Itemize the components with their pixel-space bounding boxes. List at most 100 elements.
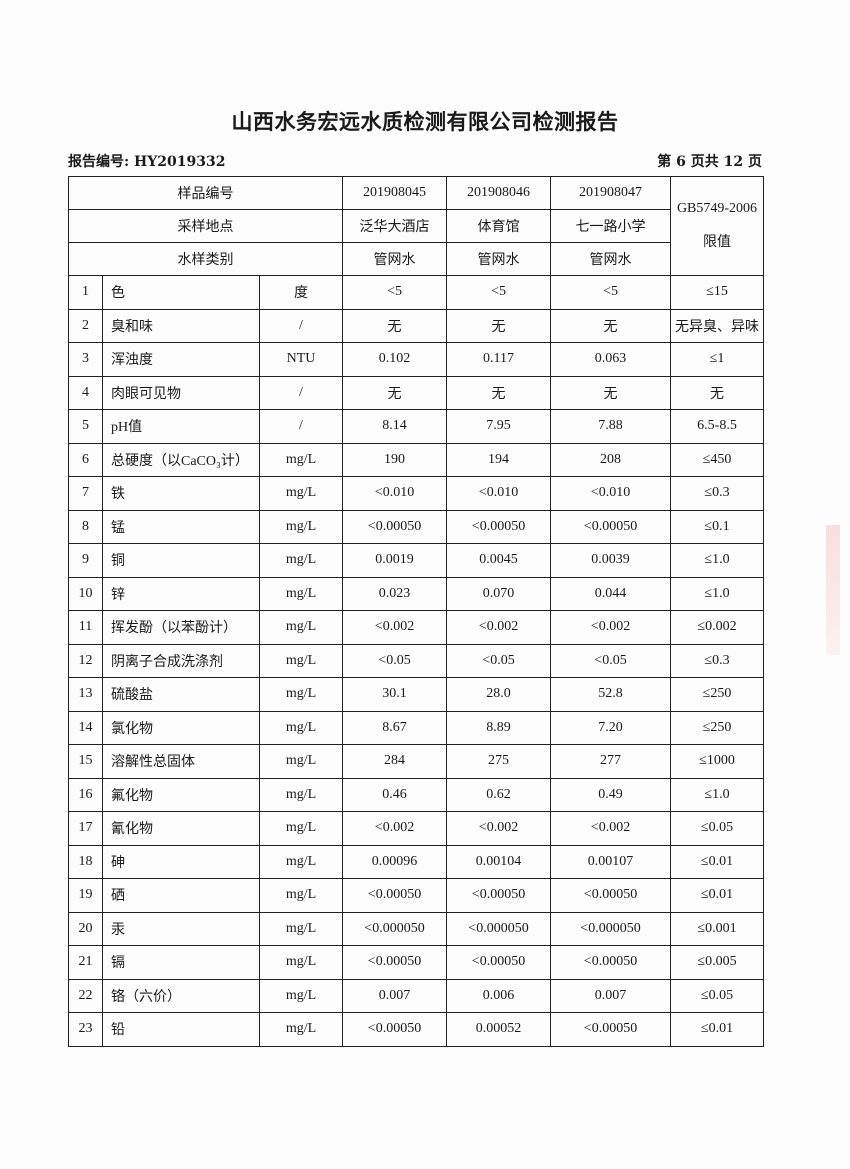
item-name: 硫酸盐 (102, 677, 260, 712)
table-row: 6 总硬度（以CaCO₃计） mg/L 190 194 208 ≤450 (68, 442, 764, 477)
table-row: 12 阴离子合成洗涤剂 mg/L <0.05 <0.05 <0.05 ≤0.3 (68, 643, 764, 678)
sample-value: 无 (446, 375, 551, 410)
limit-value: ≤0.01 (670, 844, 764, 879)
sample-id-label: 样品编号 (68, 176, 343, 210)
stamp-mark (826, 525, 840, 655)
limit-value: ≤1.0 (670, 777, 764, 812)
table-row: 3 浑浊度 NTU 0.102 0.117 0.063 ≤1 (68, 342, 764, 377)
table-row: 13 硫酸盐 mg/L 30.1 28.0 52.8 ≤250 (68, 677, 764, 712)
limit-value: ≤0.005 (670, 945, 764, 980)
item-name: 铜 (102, 543, 260, 578)
sample-value: 0.070 (446, 576, 551, 611)
table-row: 1 色度 <5 <5 <5 ≤15 (68, 275, 764, 310)
limit-value: ≤450 (670, 442, 764, 477)
sample-value: <0.00050 (342, 509, 447, 544)
unit: mg/L (259, 643, 343, 678)
table-row: 20 汞 mg/L <0.000050 <0.000050 <0.000050 ≤0.001 (68, 911, 764, 946)
table-row: 4 肉眼可见物 / 无无无无 (68, 375, 764, 410)
sample-value: 30.1 (342, 677, 447, 712)
item-name: 浑浊度 (102, 342, 260, 377)
item-name: 汞 (102, 911, 260, 946)
row-number: 20 (68, 911, 103, 946)
unit: mg/L (259, 576, 343, 611)
sample-value: <5 (342, 275, 447, 310)
sample-value: <0.002 (342, 811, 447, 846)
row-number: 7 (68, 476, 103, 511)
item-name: 溶解性总固体 (102, 744, 260, 779)
limit-value: ≤0.001 (670, 911, 764, 946)
sample-value: 0.0039 (550, 543, 671, 578)
sample-value: <0.00050 (342, 945, 447, 980)
sample-value: <0.00050 (550, 878, 671, 913)
table-row: 17 氰化物 mg/L <0.002 <0.002 <0.002 ≤0.05 (68, 811, 764, 846)
limit-value: ≤0.05 (670, 978, 764, 1013)
sample-value: 无 (550, 308, 671, 343)
table-row: 15 溶解性总固体 mg/L 284 275 277 ≤1000 (68, 744, 764, 779)
limit-value: ≤0.1 (670, 509, 764, 544)
row-number: 10 (68, 576, 103, 611)
row-number: 5 (68, 409, 103, 444)
sample-value: <0.00050 (550, 1012, 671, 1047)
table-row: 2 臭和味 / 无无无无异臭、异味 (68, 308, 764, 343)
sample-value: 无 (342, 375, 447, 410)
sample-value: 7.95 (446, 409, 551, 444)
item-name: 硒 (102, 878, 260, 913)
sample-value: 0.0019 (342, 543, 447, 578)
sample-value: <0.00050 (550, 509, 671, 544)
item-name: 铬（六价） (102, 978, 260, 1013)
sample-value: 275 (446, 744, 551, 779)
type-label: 水样类别 (68, 242, 343, 276)
sample-value: <0.010 (446, 476, 551, 511)
report-number: 报告编号: HY2019332 (68, 154, 226, 170)
item-name: 锌 (102, 576, 260, 611)
sample-value: <0.05 (342, 643, 447, 678)
limit-value: 6.5-8.5 (670, 409, 764, 444)
limit-header: GB5749-2006 限值 (670, 176, 764, 276)
table-row: 14 氯化物 mg/L 8.67 8.89 7.20 ≤250 (68, 710, 764, 745)
row-number: 14 (68, 710, 103, 745)
unit: mg/L (259, 442, 343, 477)
sample-id: 201908046 (446, 176, 551, 210)
table-row: 8 锰 mg/L <0.00050 <0.00050 <0.00050 ≤0.1 (68, 509, 764, 544)
limit-value: ≤1.0 (670, 543, 764, 578)
unit: mg/L (259, 744, 343, 779)
table-row: 11 挥发酚（以苯酚计） mg/L <0.002 <0.002 <0.002 ≤0.002 (68, 610, 764, 645)
row-number: 1 (68, 275, 103, 310)
sample-id: 201908047 (550, 176, 671, 210)
row-number: 23 (68, 1012, 103, 1047)
item-name: 阴离子合成洗涤剂 (102, 643, 260, 678)
limit-value: ≤250 (670, 677, 764, 712)
sample-value: <0.05 (550, 643, 671, 678)
unit: NTU (259, 342, 343, 377)
limit-value: ≤0.01 (670, 1012, 764, 1047)
sample-value: 0.006 (446, 978, 551, 1013)
row-number: 12 (68, 643, 103, 678)
sample-location: 体育馆 (446, 209, 551, 243)
unit: mg/L (259, 543, 343, 578)
row-number: 4 (68, 375, 103, 410)
item-name: 氟化物 (102, 777, 260, 812)
sample-value: <0.000050 (342, 911, 447, 946)
item-name: 色 (102, 275, 260, 310)
item-name: pH值 (102, 409, 260, 444)
unit: mg/L (259, 844, 343, 879)
sample-value: 无 (446, 308, 551, 343)
limit-value: ≤0.3 (670, 643, 764, 678)
sample-value: 0.117 (446, 342, 551, 377)
sample-value: 0.023 (342, 576, 447, 611)
unit: mg/L (259, 878, 343, 913)
row-number: 18 (68, 844, 103, 879)
sample-value: 0.007 (550, 978, 671, 1013)
sample-value: 0.00104 (446, 844, 551, 879)
sample-type: 管网水 (446, 242, 551, 276)
limit-value: 无 (670, 375, 764, 410)
unit: mg/L (259, 1012, 343, 1047)
sample-value: <0.002 (342, 610, 447, 645)
unit: / (259, 409, 343, 444)
item-name: 总硬度（以CaCO₃计） (102, 442, 260, 477)
sample-location: 泛华大酒店 (342, 209, 447, 243)
sample-value: 0.044 (550, 576, 671, 611)
limit-value: ≤0.3 (670, 476, 764, 511)
sample-value: <0.00050 (446, 509, 551, 544)
unit: / (259, 308, 343, 343)
